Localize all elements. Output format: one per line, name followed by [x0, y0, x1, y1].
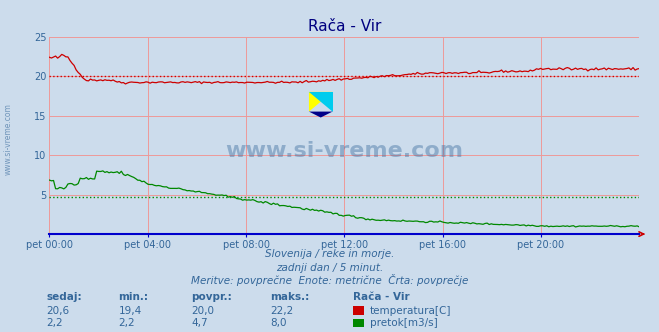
Polygon shape [309, 92, 333, 112]
Text: Meritve: povprečne  Enote: metrične  Črta: povprečje: Meritve: povprečne Enote: metrične Črta:… [191, 274, 468, 286]
Text: 20,0: 20,0 [191, 306, 214, 316]
Text: 19,4: 19,4 [119, 306, 142, 316]
Text: sedaj:: sedaj: [46, 292, 82, 302]
Text: 22,2: 22,2 [270, 306, 293, 316]
Text: zadnji dan / 5 minut.: zadnji dan / 5 minut. [276, 263, 383, 273]
Text: 2,2: 2,2 [119, 318, 135, 328]
Text: www.si-vreme.com: www.si-vreme.com [4, 104, 13, 175]
Text: www.si-vreme.com: www.si-vreme.com [225, 141, 463, 161]
Text: maks.:: maks.: [270, 292, 310, 302]
Text: Rača - Vir: Rača - Vir [353, 292, 409, 302]
Text: temperatura[C]: temperatura[C] [370, 306, 451, 316]
Text: povpr.:: povpr.: [191, 292, 232, 302]
Text: 4,7: 4,7 [191, 318, 208, 328]
Text: 2,2: 2,2 [46, 318, 63, 328]
Text: 8,0: 8,0 [270, 318, 287, 328]
Polygon shape [309, 112, 333, 118]
Polygon shape [309, 92, 333, 112]
Title: Rača - Vir: Rača - Vir [308, 19, 381, 34]
Text: 20,6: 20,6 [46, 306, 69, 316]
Text: min.:: min.: [119, 292, 149, 302]
Text: pretok[m3/s]: pretok[m3/s] [370, 318, 438, 328]
Text: Slovenija / reke in morje.: Slovenija / reke in morje. [265, 249, 394, 259]
